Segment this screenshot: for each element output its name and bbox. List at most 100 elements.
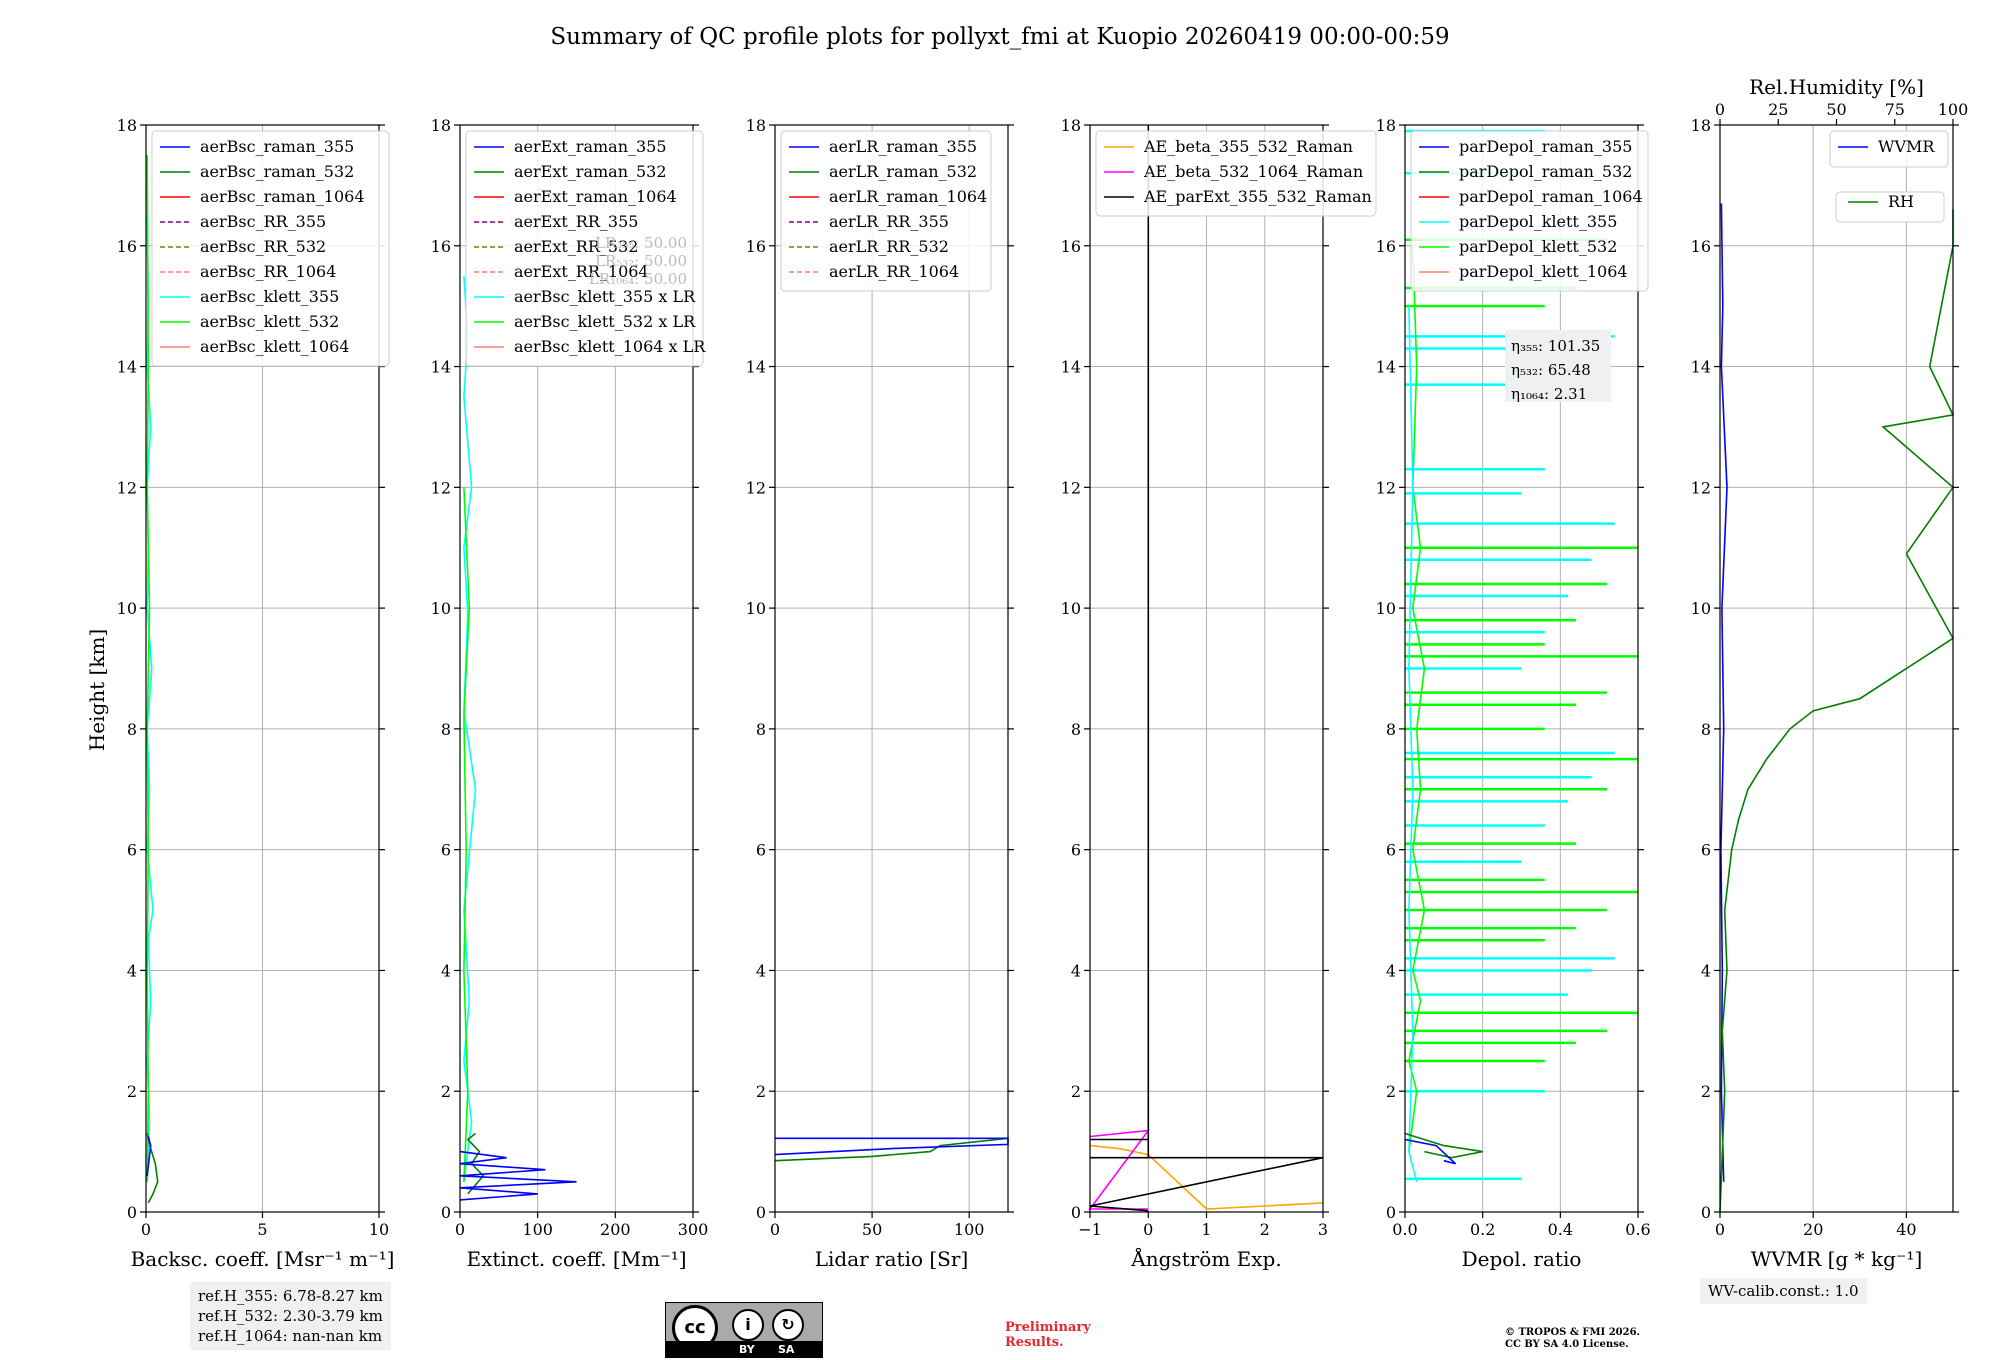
legend-box-rh	[1835, 191, 1945, 223]
legend: aerExt_raman_355 aerExt_raman_532 aerExt_r…	[465, 130, 706, 367]
y-tick-label: 2	[127, 1082, 137, 1101]
series-parDepol_klett_355	[1408, 306, 1418, 1183]
y-tick-label: 14	[746, 358, 766, 377]
x-axis-label: WVMR [g * kg⁻¹]	[1751, 1247, 1923, 1271]
series-AE_beta_532_1064_Raman	[1088, 1129, 1151, 1210]
x-tick-label: 0	[770, 1220, 780, 1239]
y-tick-label: 10	[431, 599, 451, 618]
y-tick-label: 18	[1691, 116, 1711, 135]
series-aerLR_raman_355	[774, 1137, 1009, 1156]
legend-label: parDepol_raman_532	[1459, 162, 1632, 181]
y-tick-label: 16	[117, 237, 137, 256]
wv-calib-text: WV-calib.const.: 1.0	[1708, 1282, 1859, 1300]
legend-label: parDepol_klett_1064	[1459, 262, 1628, 281]
legend-label: aerExt_RR_532	[514, 237, 638, 256]
x-tick-label: 1	[1201, 1220, 1211, 1239]
y-tick-label: 14	[431, 358, 451, 377]
preliminary-results-label: Preliminary Results.	[1005, 1320, 1091, 1350]
copyright-line-1: © TROPOS & FMI 2026.	[1505, 1327, 1641, 1338]
axes-frame	[459, 124, 694, 1213]
x-tick-label: 20	[1803, 1220, 1823, 1239]
y-tick-label: 16	[431, 237, 451, 256]
wv-calibration-box: WV-calib.const.: 1.0	[1700, 1278, 1867, 1304]
y-tick-label: 2	[1071, 1082, 1081, 1101]
copyright-line-2: CC BY SA 4.0 License.	[1505, 1339, 1629, 1350]
series-aerBsc_klett_532 x LR	[463, 487, 471, 1182]
y-tick-label: 0	[756, 1203, 766, 1222]
series-aerExt_raman_532	[466, 1132, 485, 1195]
legend-label: aerBsc_RR_355	[200, 212, 326, 231]
y-tick-label: 6	[1071, 841, 1081, 860]
y-tick-label: 0	[127, 1203, 137, 1222]
y-tick-label: 12	[1061, 478, 1081, 497]
x-axis-label: Backsc. coeff. [Msr⁻¹ m⁻¹]	[131, 1247, 395, 1271]
ref-height-355: ref.H_355: 6.78-8.27 km	[198, 1287, 383, 1305]
y-tick-label: 0	[1071, 1203, 1081, 1222]
y-tick-label: 18	[746, 116, 766, 135]
y-tick-label: 10	[746, 599, 766, 618]
y-tick-label: 6	[756, 841, 766, 860]
series-aerBsc_raman_355	[146, 1136, 152, 1176]
x-tick-label: 0	[141, 1220, 151, 1239]
logo-bar	[666, 1341, 822, 1357]
lr-annotation: LR₃₅₅: 50.00	[595, 234, 687, 252]
x-tick-label: 2	[1260, 1220, 1270, 1239]
legend-label: aerBsc_klett_532 x LR	[514, 312, 696, 331]
x-tick-label: 0.4	[1548, 1220, 1573, 1239]
y-tick-label: 8	[127, 720, 137, 739]
y-tick-label: 0	[441, 1203, 451, 1222]
series-parDepol_raman_532	[1404, 1132, 1483, 1159]
legend-label: aerBsc_raman_1064	[200, 187, 365, 206]
ref-height-1064: ref.H_1064: nan-nan km	[198, 1327, 383, 1345]
y-tick-label: 18	[1061, 116, 1081, 135]
top-x-tick-label: 50	[1826, 100, 1846, 119]
copyright-notice: © TROPOS & FMI 2026. CC BY SA 4.0 Licens…	[1505, 1327, 1640, 1351]
legend: parDepol_raman_355 parDepol_raman_532 parD…	[1410, 130, 1649, 292]
legend: WVMR RH	[1829, 130, 1949, 223]
y-tick-label: 0	[1701, 1203, 1711, 1222]
x-tick-label: 40	[1896, 1220, 1916, 1239]
y-tick-label: 4	[1386, 961, 1396, 980]
legend-label: aerBsc_raman_355	[200, 137, 354, 156]
y-tick-label: 18	[1376, 116, 1396, 135]
y-tick-label: 4	[441, 961, 451, 980]
legend-label: aerExt_RR_1064	[514, 262, 649, 281]
y-tick-label: 14	[1061, 358, 1081, 377]
panel-ext: 0 2 4 6 8 10 12 14 16 18 0 100 200 300 Extinct. coeff.…	[431, 116, 709, 1271]
sa-icon: ↻	[772, 1309, 804, 1341]
x-tick-label: 0.2	[1470, 1220, 1495, 1239]
top-x-tick-label: 75	[1885, 100, 1905, 119]
y-tick-label: 18	[117, 116, 137, 135]
legend: aerLR_raman_355 aerLR_raman_532 aerLR_rama…	[780, 130, 992, 292]
y-tick-label: 16	[746, 237, 766, 256]
y-tick-label: 8	[441, 720, 451, 739]
legend-label: aerExt_RR_355	[514, 212, 638, 231]
y-tick-label: 2	[1701, 1082, 1711, 1101]
by-label: BY	[739, 1343, 755, 1356]
x-tick-label: 3	[1318, 1220, 1328, 1239]
y-tick-label: 12	[1376, 478, 1396, 497]
preliminary-line-2: Results.	[1005, 1335, 1064, 1350]
x-tick-label: 5	[257, 1220, 267, 1239]
legend-label: parDepol_klett_355	[1459, 212, 1617, 231]
eta-annotation-box	[1505, 330, 1611, 402]
y-tick-label: 4	[756, 961, 766, 980]
legend-label: aerLR_RR_1064	[829, 262, 959, 281]
y-tick-label: 8	[1071, 720, 1081, 739]
series-AE_parExt_355_532_Raman	[1089, 125, 1324, 1212]
legend-label: aerLR_raman_532	[829, 162, 977, 181]
x-tick-label: 100	[522, 1220, 553, 1239]
x-tick-label: 0	[1715, 1220, 1725, 1239]
axes-frame	[1404, 124, 1639, 1213]
legend-label: aerBsc_klett_1064	[200, 337, 349, 356]
y-tick-label: 2	[1386, 1082, 1396, 1101]
eta-annotation: η₁₀₆₄: 2.31	[1511, 385, 1587, 403]
x-tick-label: 10	[369, 1220, 389, 1239]
series-aerBsc_klett_532	[146, 155, 151, 1182]
legend-label: aerBsc_klett_1064 x LR	[514, 337, 706, 356]
y-tick-label: 8	[1701, 720, 1711, 739]
legend-label: RH	[1888, 192, 1914, 211]
y-axis-label: Height [km]	[85, 629, 109, 751]
x-axis-label: Depol. ratio	[1462, 1247, 1582, 1271]
